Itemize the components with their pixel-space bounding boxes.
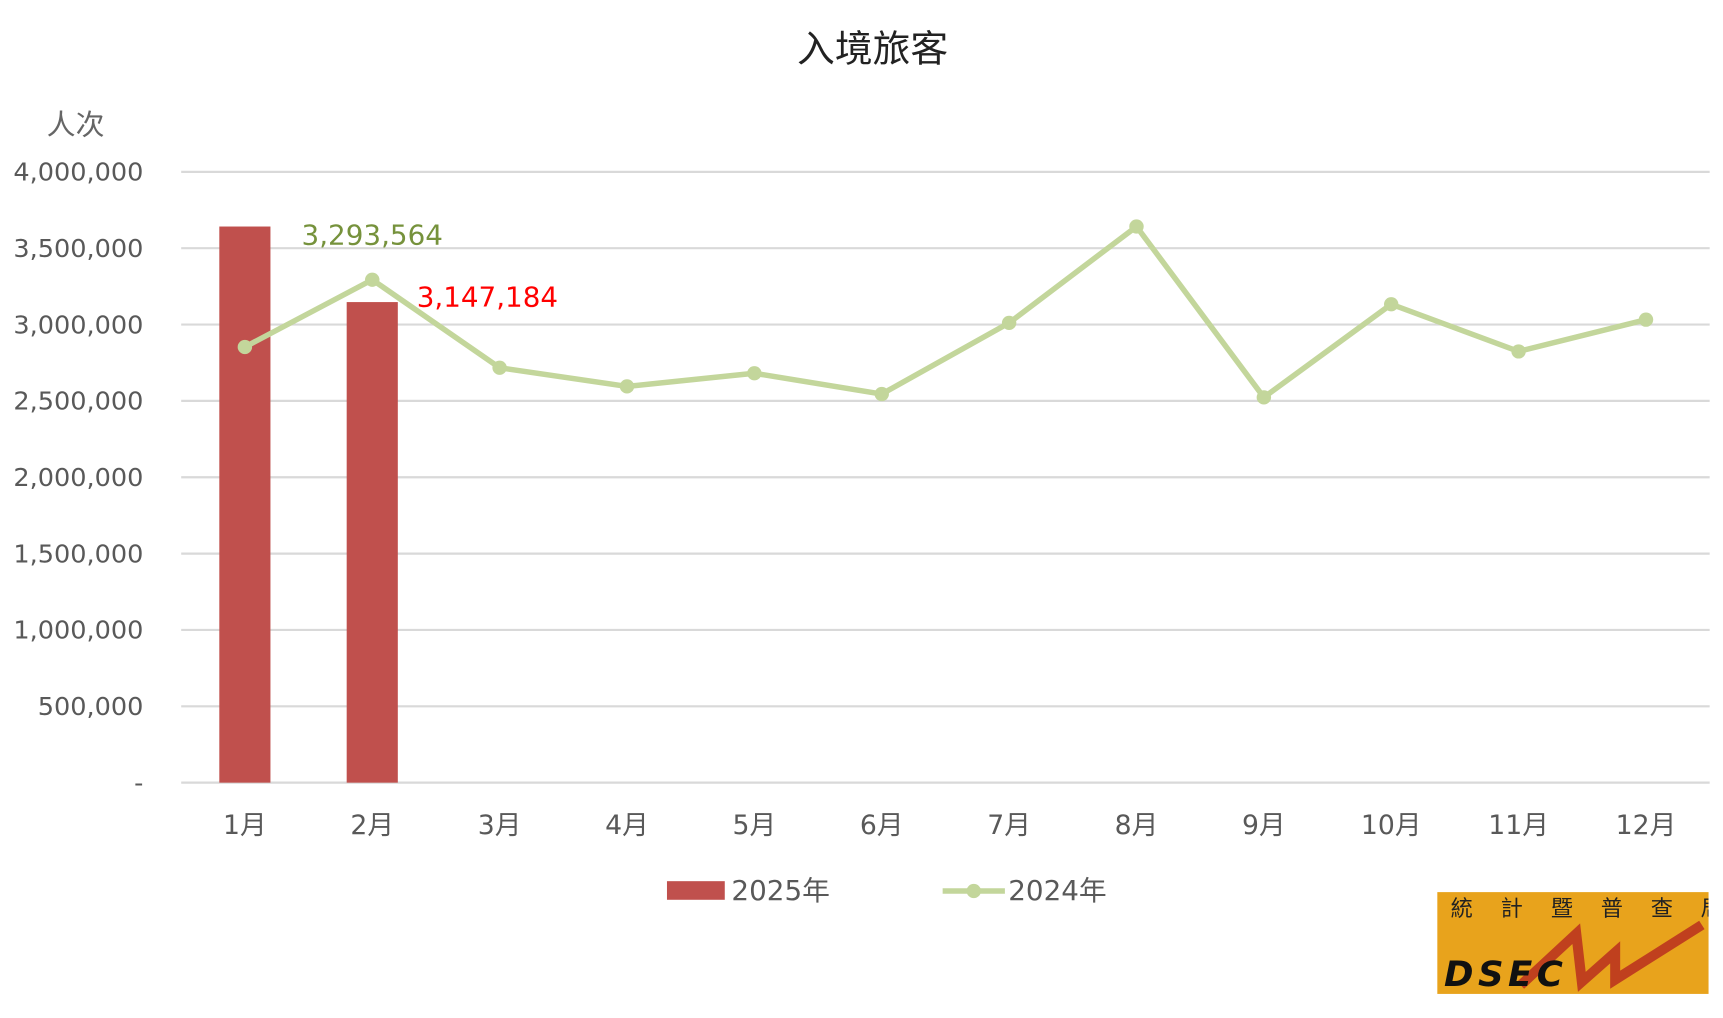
legend-label-2025: 2025年 [731,874,829,907]
x-tick-label: 5月 [733,810,777,841]
point-2024 [1511,344,1526,359]
chart-title: 入境旅客 [797,27,948,71]
logo-char: 查 [1651,897,1673,922]
x-tick-label: 12月 [1616,810,1677,841]
legend-swatch-2025 [666,881,725,900]
x-tick-label: 6月 [860,810,904,841]
dsec-logo: 統 計 暨 普 查 局 DSEC [1437,892,1709,994]
logo-char: 暨 [1551,897,1573,922]
y-tick-label: 2,000,000 [13,462,143,492]
data-label-2024-feb: 3,293,564 [302,219,443,252]
line-2024 [243,223,1647,401]
point-2024 [1001,315,1017,330]
y-tick-label: 3,000,000 [13,309,143,339]
point-2024 [619,379,635,394]
bar-2025 [346,302,398,783]
x-tick-label: 1月 [223,810,267,841]
y-tick-label: 1,500,000 [13,539,143,569]
logo-char: 計 [1501,897,1523,922]
y-axis-label: 人次 [47,108,105,142]
x-tick-label: 7月 [987,810,1031,841]
point-2024 [1129,219,1144,234]
point-2024 [492,360,507,375]
logo-char: 局 [1701,897,1709,922]
point-2024 [1256,390,1272,405]
x-tick-label: 10月 [1361,810,1422,841]
y-tick-label: 500,000 [38,691,144,721]
point-2024 [365,272,380,287]
legend-label-2024: 2024年 [1008,874,1106,907]
y-tick-label: 2,500,000 [13,386,143,416]
data-label-2025-feb: 3,147,184 [417,281,558,314]
logo-char: 統 [1451,897,1473,922]
x-tick-label: 4月 [605,810,649,841]
y-tick-label: 1,000,000 [13,615,143,645]
point-2024 [874,386,889,402]
y-tick-label: 4,000,000 [13,157,143,187]
x-tick-label: 11月 [1488,810,1549,841]
x-tick-label: 3月 [478,810,522,841]
point-2024 [237,339,253,355]
bar-2025 [219,226,271,783]
point-2024 [1384,297,1399,312]
dsec-logo-graphic: 統 計 暨 普 查 局 DSEC [1444,897,1709,994]
logo-char: 普 [1601,897,1623,922]
x-tick-label: 8月 [1115,810,1159,841]
x-tick-label: 9月 [1242,810,1286,841]
svg-text:DSEC: DSEC [1444,955,1567,994]
x-tick-label: 2月 [350,810,394,841]
y-tick-label: 3,500,000 [13,233,143,263]
legend-marker-2024 [966,883,981,899]
y-tick-label: - [134,768,143,798]
point-2024 [1638,312,1654,327]
point-2024 [747,366,762,381]
